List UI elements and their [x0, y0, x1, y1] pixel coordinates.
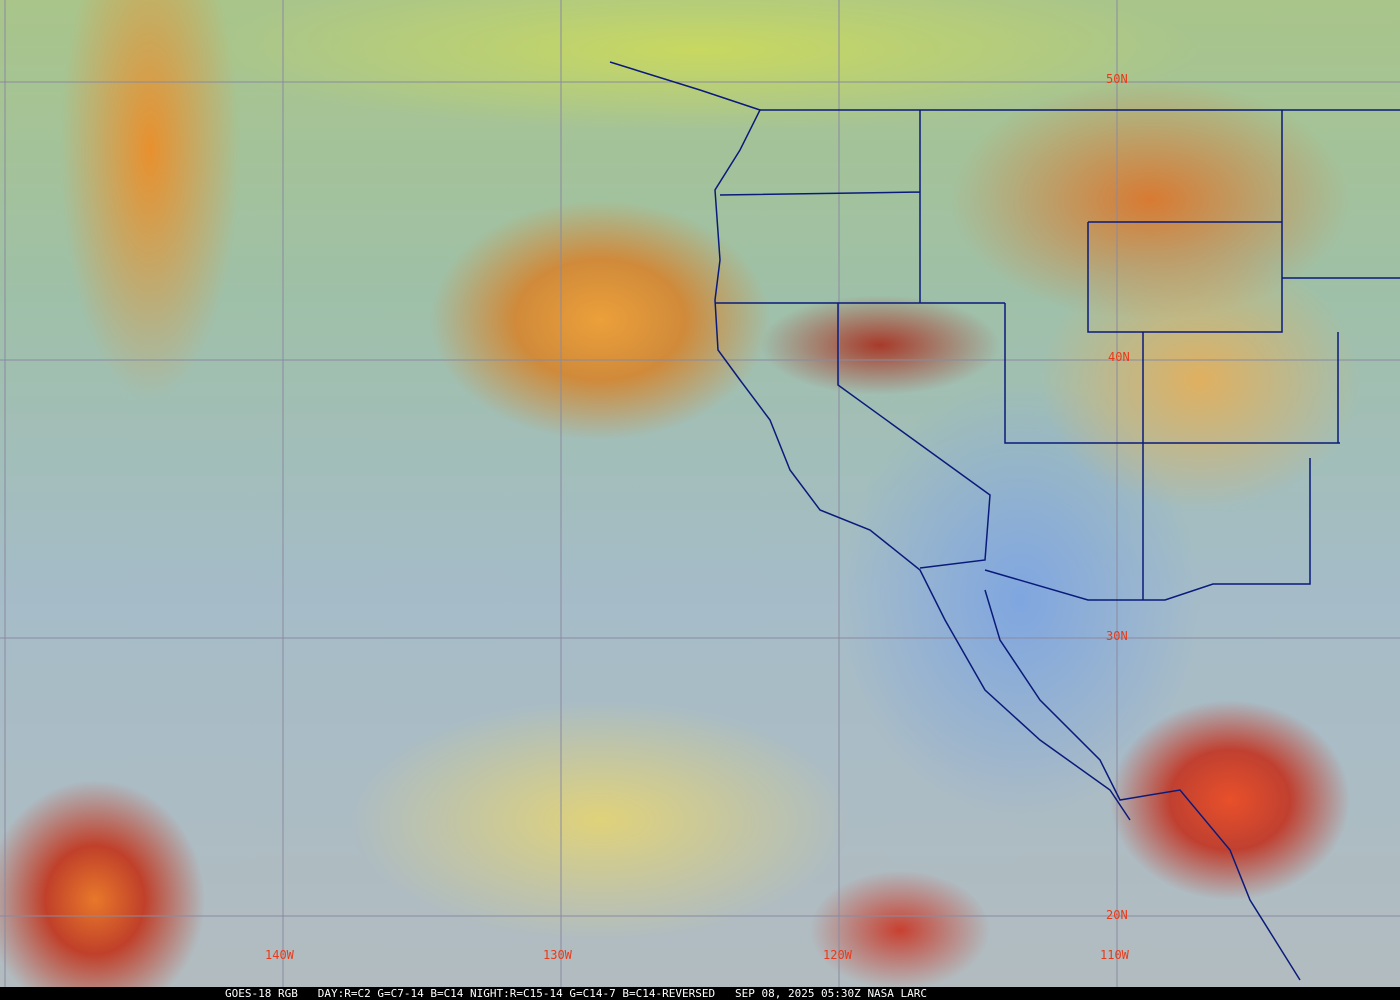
lon-label: 130W [543, 948, 572, 962]
channel-recipe: DAY:R=C2 G=C7-14 B=C14 NIGHT:R=C15-14 G=… [317, 987, 716, 1000]
coastline [984, 589, 1301, 981]
lon-label: 110W [1100, 948, 1129, 962]
coastlines-and-borders [609, 61, 1400, 981]
lat-label: 30N [1106, 629, 1128, 643]
caption-bar: GOES-18 RGB DAY:R=C2 G=C7-14 B=C14 NIGHT… [0, 987, 1400, 1000]
state-border [715, 109, 1400, 601]
lat-label: 20N [1106, 908, 1128, 922]
satellite-name: GOES-18 RGB [225, 987, 298, 1000]
lon-label: 140W [265, 948, 294, 962]
coastline [609, 61, 1131, 821]
lat-label: 40N [1108, 350, 1130, 364]
lat-label: 50N [1106, 72, 1128, 86]
data-source: NASA LARC [867, 987, 928, 1000]
lon-label: 120W [823, 948, 852, 962]
timestamp: SEP 08, 2025 05:30Z [734, 987, 861, 1000]
